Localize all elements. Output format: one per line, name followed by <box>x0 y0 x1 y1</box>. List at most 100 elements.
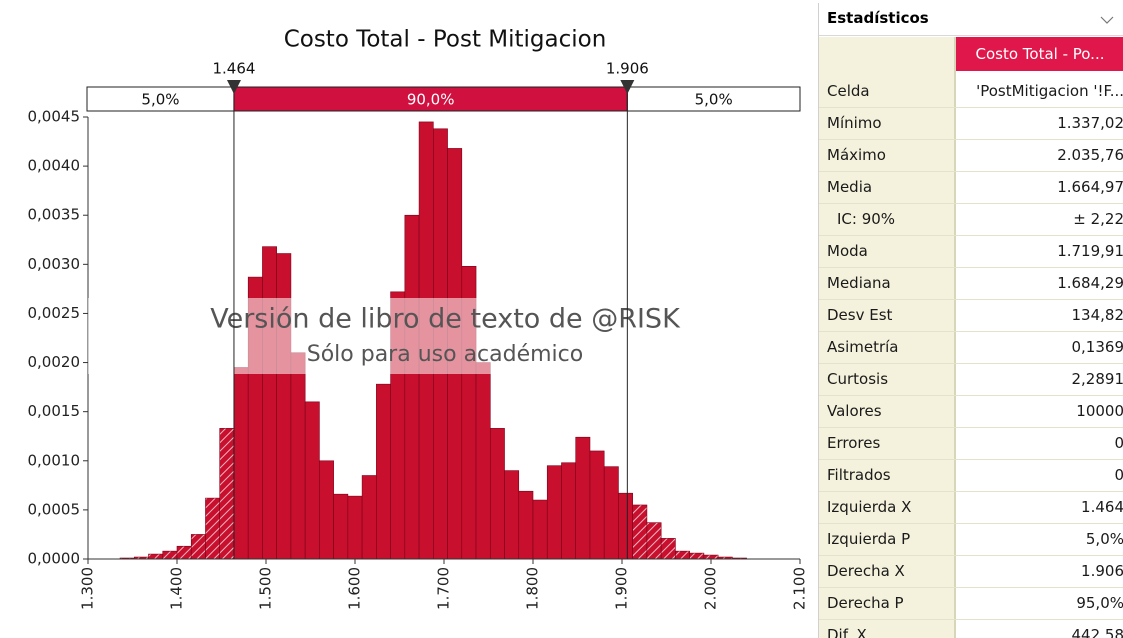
stat-label: Dif. X <box>827 626 867 638</box>
label-column <box>819 37 956 638</box>
delimiter-label: 1.906 <box>606 60 649 78</box>
x-tick-label: 1.700 <box>435 567 453 610</box>
panel-title: Estadísticos <box>827 9 929 27</box>
stats-panel: Estadísticos Costo Total - Po... Celda 'P… <box>818 3 1123 638</box>
chart-title: Costo Total - Post Mitigacion <box>284 27 607 53</box>
stat-label: Celda <box>827 82 870 100</box>
stat-value: 1.906 <box>1081 562 1123 580</box>
bar <box>333 493 349 560</box>
bar <box>603 466 619 560</box>
bar <box>632 504 648 560</box>
stat-value: ± 2,22 <box>1073 210 1123 228</box>
stat-row: Asimetría 0,1369 <box>819 331 1123 364</box>
stat-row: Media 1.664,97 <box>819 171 1123 204</box>
bar <box>290 352 306 560</box>
collapse-icon[interactable] <box>1100 15 1114 25</box>
bar <box>660 538 676 560</box>
bar <box>148 553 164 560</box>
stat-value: 1.664,97 <box>1057 178 1123 196</box>
bar <box>404 214 420 560</box>
bar <box>233 367 249 560</box>
bar <box>176 545 192 560</box>
stat-value: 1.337,02 <box>1057 114 1123 132</box>
column-header: Costo Total - Po... <box>956 37 1123 71</box>
x-tick-label: 2.100 <box>791 567 809 610</box>
stat-value: 0 <box>1114 466 1123 484</box>
stat-label: Filtrados <box>827 466 891 484</box>
panel-header: Estadísticos <box>819 3 1123 36</box>
stat-row: Curtosis 2,2891 <box>819 363 1123 396</box>
stat-row: IC: 90% ± 2,22 <box>819 203 1123 236</box>
stat-label: Moda <box>827 242 868 260</box>
y-tick-label: 0,0010 <box>28 451 81 469</box>
y-tick-label: 0,0000 <box>28 550 81 568</box>
bar <box>162 550 178 560</box>
stat-label: Valores <box>827 402 882 420</box>
stat-label: Izquierda X <box>827 498 912 516</box>
stat-row: Mediana 1.684,29 <box>819 267 1123 300</box>
stat-row: Izquierda P 5,0% <box>819 523 1123 556</box>
x-tick-label: 2.000 <box>702 567 720 610</box>
stat-label: Derecha X <box>827 562 905 580</box>
bar <box>205 497 221 560</box>
x-tick-label: 1.900 <box>613 567 631 610</box>
stat-row: Filtrados 0 <box>819 459 1123 492</box>
y-tick-label: 0,0030 <box>28 255 81 273</box>
stat-label: Errores <box>827 434 881 452</box>
y-tick-label: 0,0035 <box>28 206 81 224</box>
region-box <box>626 86 801 112</box>
stat-value: 0,1369 <box>1071 338 1123 356</box>
y-tick-label: 0,0015 <box>28 402 81 420</box>
bar <box>675 550 690 560</box>
stat-row: Desv Est 134,82 <box>819 299 1123 332</box>
stat-label: Asimetría <box>827 338 899 356</box>
bar <box>376 383 391 560</box>
stat-value: 0 <box>1114 434 1123 452</box>
bar <box>689 552 705 560</box>
x-tick-label: 1.600 <box>346 567 364 610</box>
watermark-line: Sólo para uso académico <box>307 342 583 367</box>
region-label: 5,0% <box>695 91 733 109</box>
x-tick-label: 1.500 <box>257 567 275 610</box>
stat-row: Moda 1.719,91 <box>819 235 1123 268</box>
stat-row: Mínimo 1.337,02 <box>819 107 1123 140</box>
bar <box>347 495 363 560</box>
stat-row: Derecha P 95,0% <box>819 587 1123 620</box>
stat-row: Máximo 2.035,76 <box>819 139 1123 172</box>
stat-label: Media <box>827 178 873 196</box>
y-tick-label: 0,0040 <box>28 157 81 175</box>
stat-value: 442,58 <box>1071 626 1123 638</box>
bar <box>703 554 719 560</box>
region-label: 90,0% <box>407 91 455 109</box>
chart: Costo Total - Post Mitigacion 0,0000 0,00… <box>28 27 809 610</box>
stat-label: Izquierda P <box>827 530 911 548</box>
region-box <box>233 86 628 112</box>
stat-label: Derecha P <box>827 594 904 612</box>
region-box <box>86 86 235 112</box>
bar <box>561 462 577 560</box>
bar <box>361 475 377 560</box>
bar <box>575 436 591 560</box>
bar <box>504 470 520 560</box>
delimiter-handle <box>226 80 241 94</box>
delimiter-handle <box>620 80 635 94</box>
stat-value: 2,2891 <box>1071 370 1123 388</box>
stat-value: 1.719,91 <box>1057 242 1123 260</box>
stat-row: Celda 'PostMitigacion '!F... <box>819 75 1123 108</box>
x-tick-label: 1.400 <box>168 567 186 610</box>
bar <box>475 362 491 560</box>
bar <box>618 492 633 560</box>
stat-row: Errores 0 <box>819 427 1123 460</box>
stat-row: Derecha X 1.906 <box>819 555 1123 588</box>
stat-value: 10000 <box>1076 402 1123 420</box>
bar <box>190 534 206 560</box>
stat-label: Mediana <box>827 274 891 292</box>
stat-value: 5,0% <box>1085 530 1123 548</box>
bar <box>262 246 277 560</box>
watermark-line: Versión de libro de texto de @RISK <box>210 304 681 335</box>
stat-label: Máximo <box>827 146 886 164</box>
stat-value: 95,0% <box>1076 594 1123 612</box>
bar <box>518 490 534 560</box>
y-tick-label: 0,0005 <box>28 500 81 518</box>
